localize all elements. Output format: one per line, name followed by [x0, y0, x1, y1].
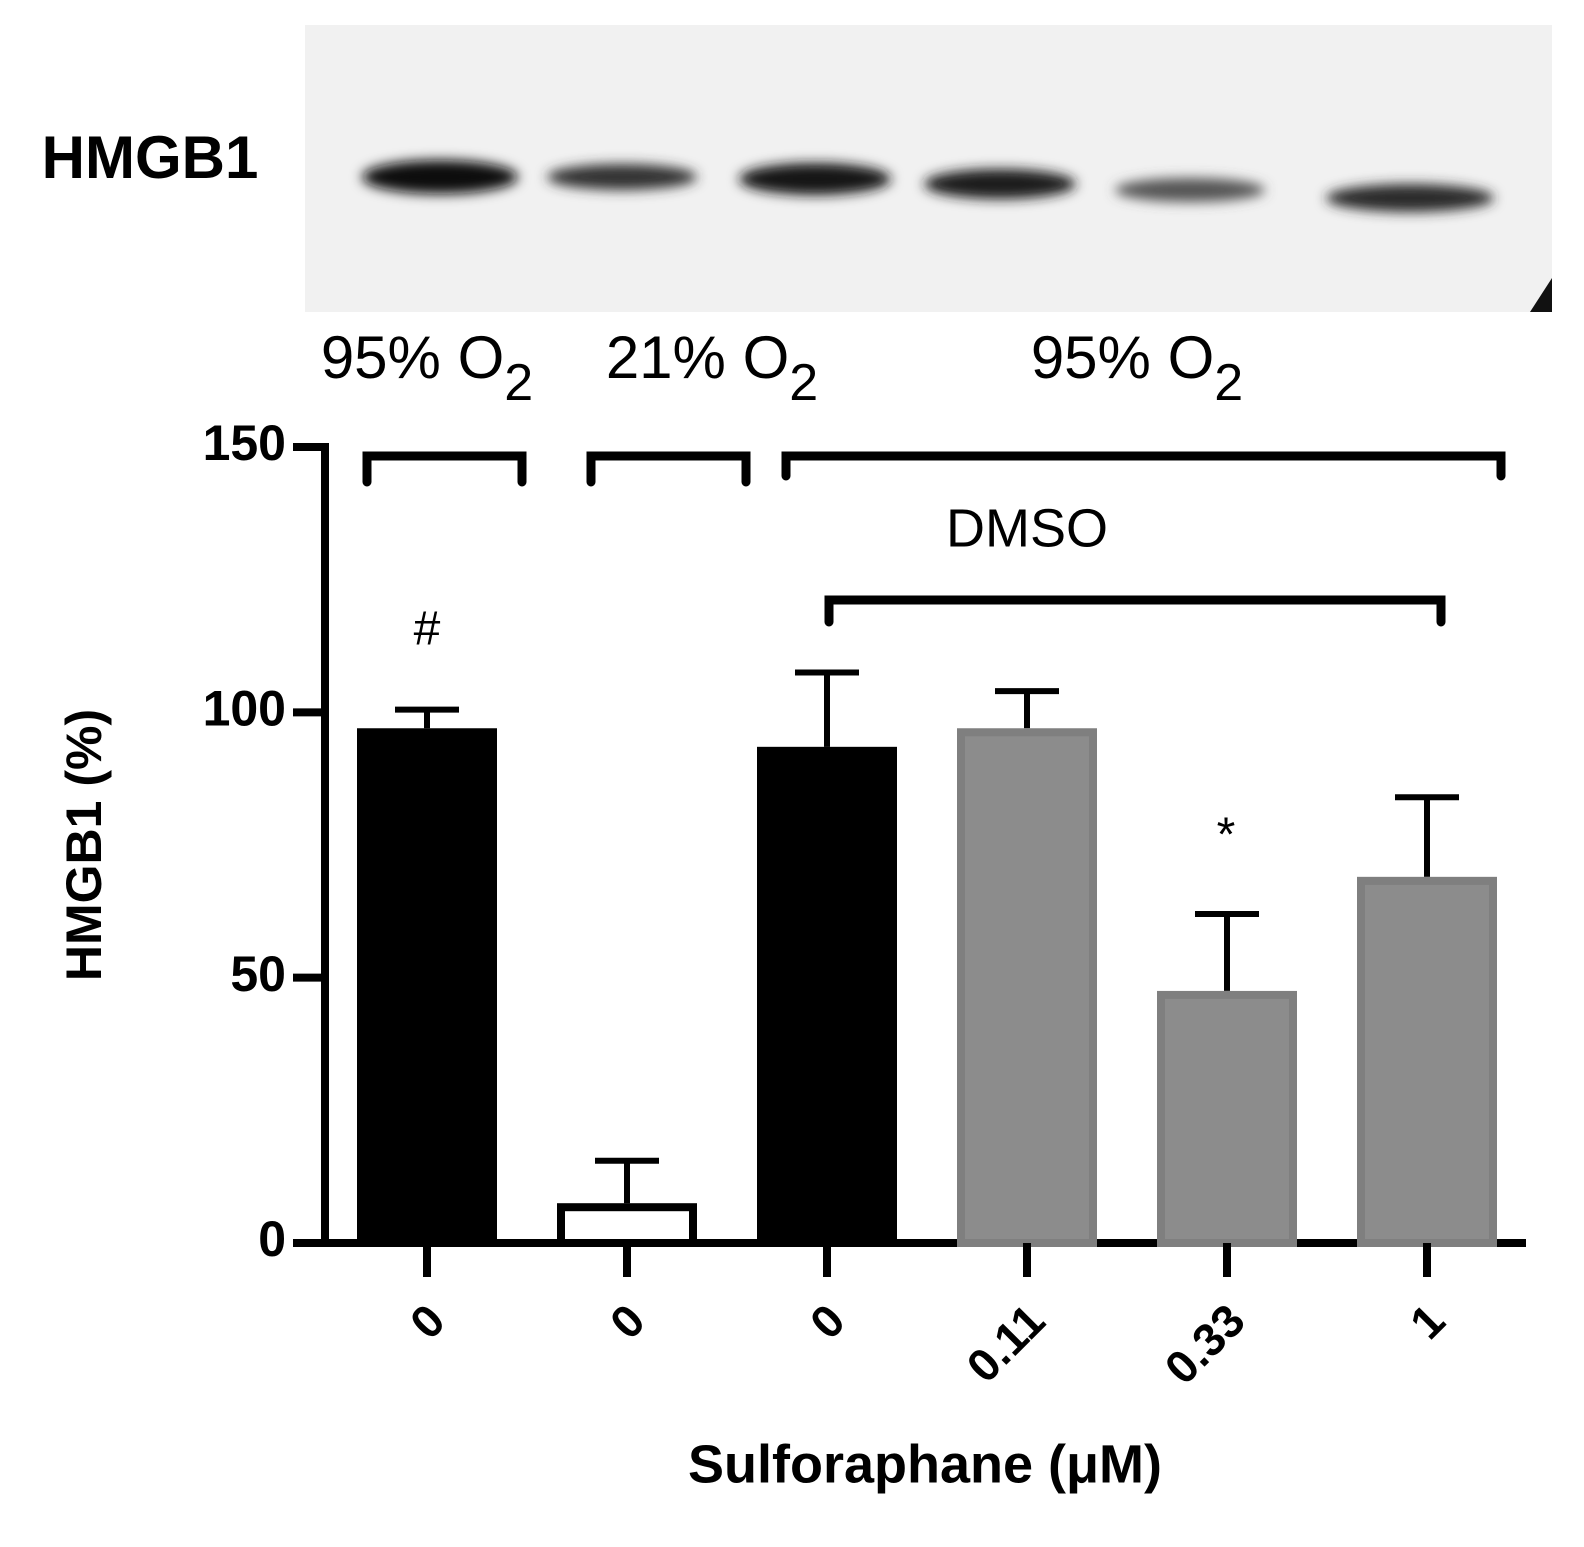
blot	[305, 25, 1552, 312]
annotation: #	[414, 603, 441, 656]
bracket	[586, 451, 751, 487]
y-tick-label: 50	[230, 946, 286, 1002]
y-tick-label: 0	[258, 1211, 286, 1267]
group-label-sub: 2	[504, 354, 533, 412]
x-tick-label: 0	[400, 1294, 455, 1349]
bar	[757, 746, 897, 1247]
group-label: DMSO	[946, 498, 1108, 558]
x-tick-label: 0.11	[956, 1294, 1054, 1392]
x-tick-label: 0.33	[1155, 1294, 1255, 1394]
x-tick-label: 0	[800, 1294, 855, 1349]
x-tick-label: 0	[600, 1294, 655, 1349]
bar	[357, 728, 497, 1248]
group-label-sub: 2	[1214, 354, 1243, 412]
group-label-text: 95% O	[321, 324, 504, 391]
blot-label: HMGB1	[42, 124, 259, 191]
bracket	[781, 451, 1506, 481]
bracket	[362, 451, 527, 487]
x-tick-label: 1	[1400, 1294, 1455, 1349]
x-axis-title: Sulforaphane (μM)	[688, 1434, 1162, 1494]
bracket	[824, 595, 1446, 627]
group-label: 21% O2	[606, 324, 818, 412]
group-label: 95% O2	[1031, 324, 1243, 412]
group-label: 95% O2	[321, 324, 533, 412]
y-tick-label: 100	[203, 681, 286, 737]
bar	[557, 1203, 697, 1247]
y-tick-label: 150	[203, 415, 286, 471]
group-label-text: 95% O	[1031, 324, 1214, 391]
bar	[1157, 990, 1297, 1248]
y-axis-title: HMGB1 (%)	[56, 709, 112, 981]
annotation: *	[1217, 809, 1236, 862]
bar	[957, 728, 1097, 1248]
group-label-text: 21% O	[606, 324, 789, 391]
group-label-sub: 2	[789, 354, 818, 412]
bar	[1357, 876, 1497, 1248]
